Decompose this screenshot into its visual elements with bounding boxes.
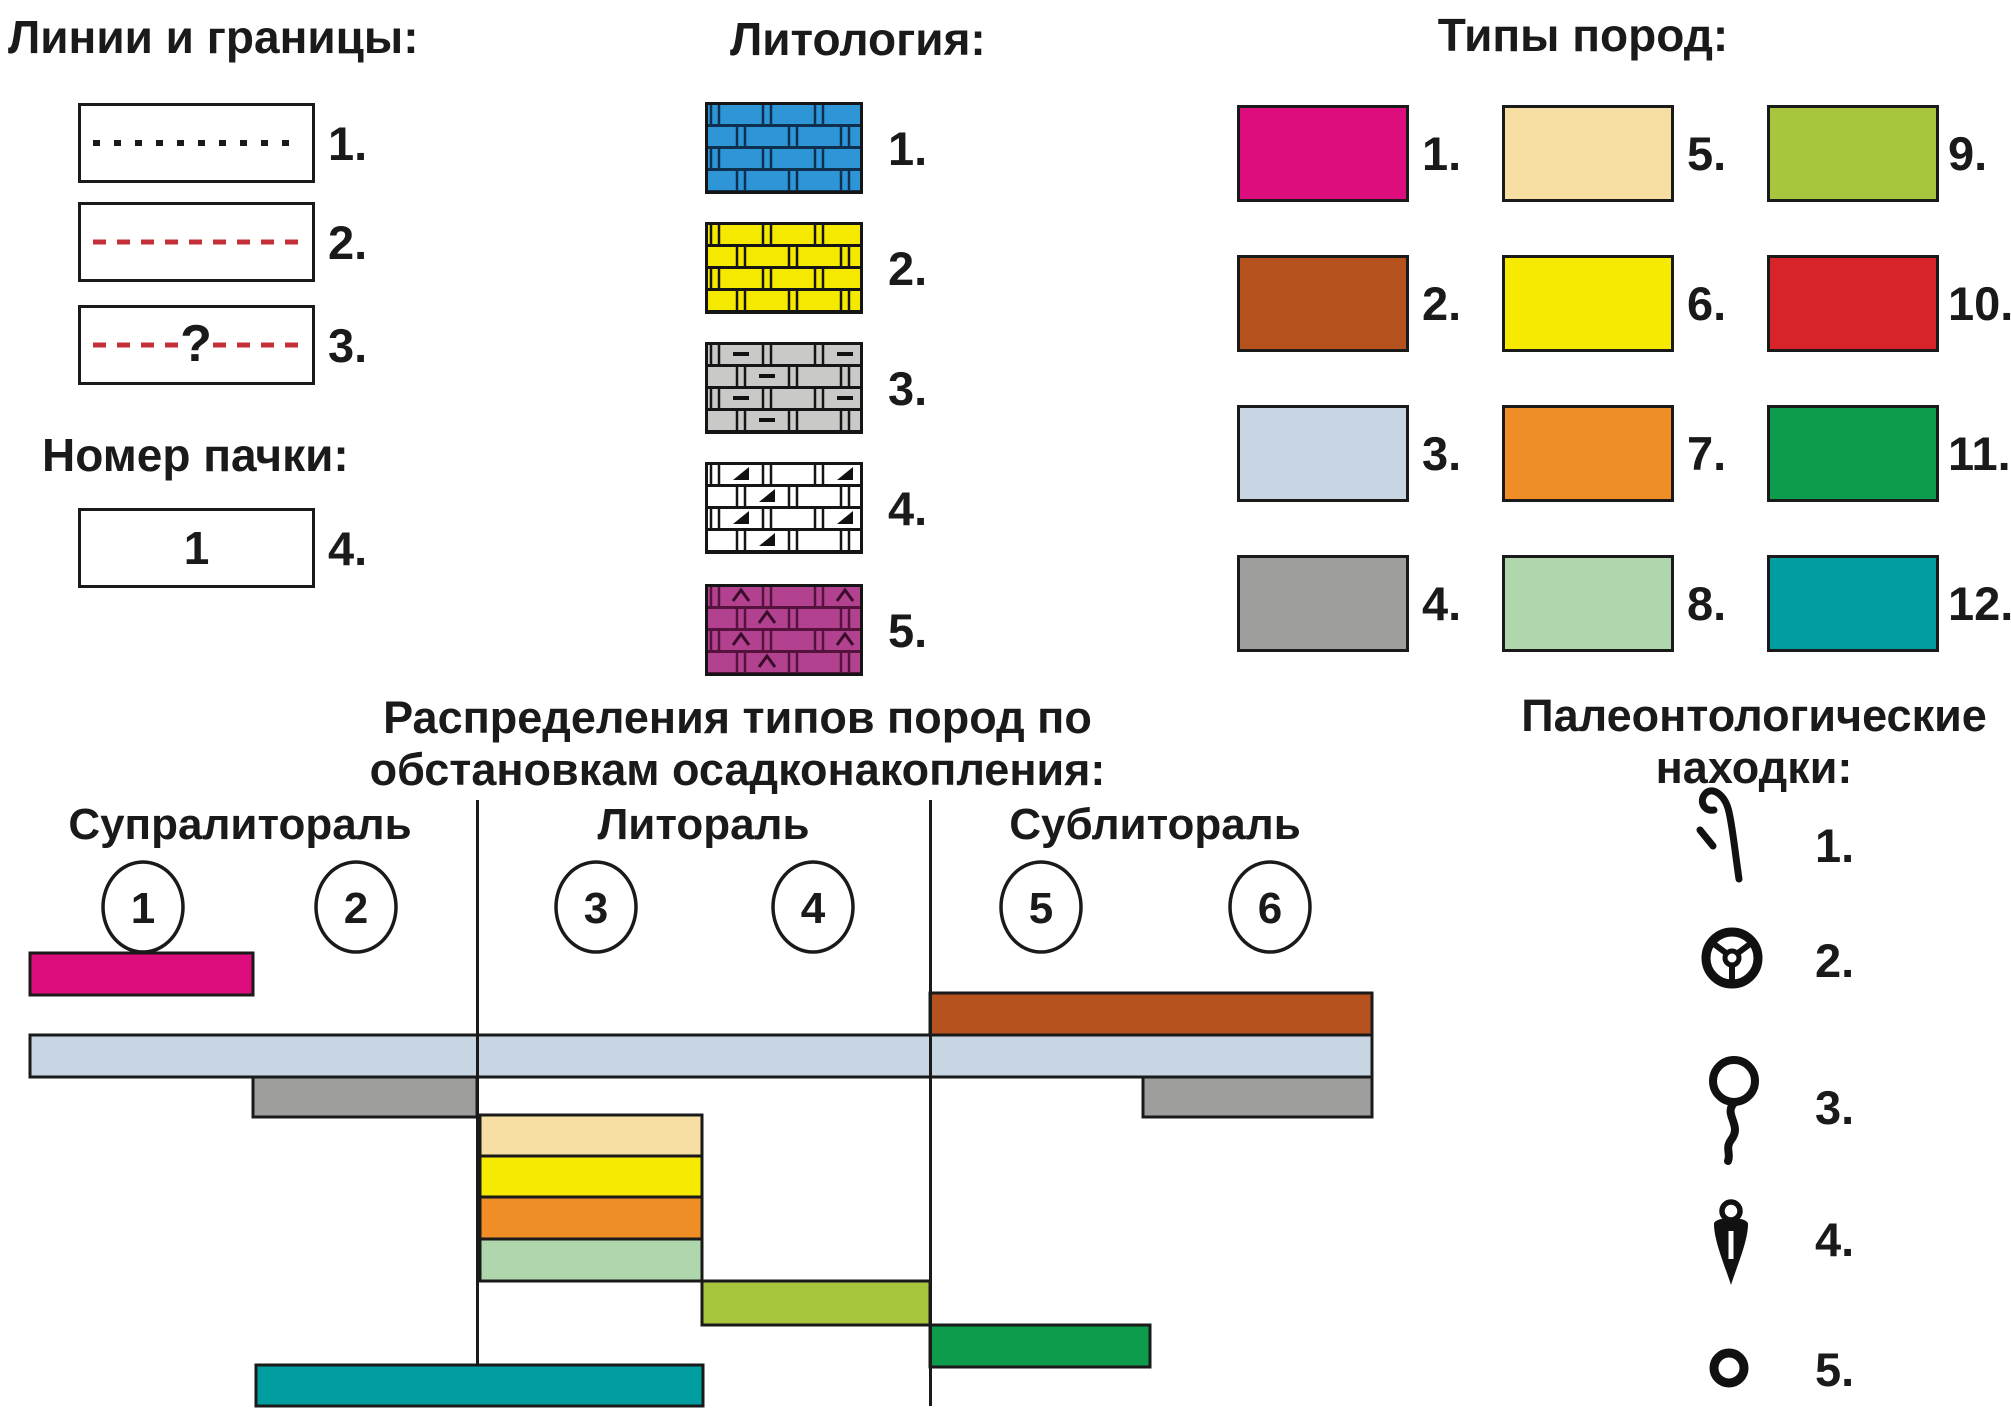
column-number-6: 6 (1258, 884, 1282, 933)
bar-rock-type-7 (478, 1195, 704, 1241)
rock-type-swatch-5 (1502, 105, 1674, 202)
black-dotted-line-icon (93, 140, 300, 146)
pack-number-label: 4. (328, 521, 368, 575)
boundary-label-2: 2. (328, 215, 368, 269)
paleo-label-1: 1. (1815, 818, 1855, 872)
lithology-swatch-4 (705, 462, 863, 554)
paleo-title-line2: находки: (1655, 742, 1853, 793)
column-circle-2 (314, 860, 398, 954)
rock-type-swatch-6 (1502, 255, 1674, 352)
rock-type-label-9: 9. (1948, 127, 1988, 180)
pack-number-box: 1 (78, 508, 315, 588)
boundary-sample-1 (78, 103, 315, 183)
column-number-1: 1 (131, 884, 155, 933)
lines-section-title: Линии и границы: (8, 11, 419, 63)
chart-title-line1: Распределения типов пород по (383, 692, 1092, 743)
rock-type-swatch-8 (1502, 555, 1674, 652)
bar-rock-type-6 (478, 1154, 704, 1199)
stalked-sphere-icon (1709, 1056, 1759, 1165)
bar-rock-type-12 (254, 1363, 705, 1408)
rock-type-label-2: 2. (1422, 277, 1462, 330)
bar-rock-type-4-right (1141, 1075, 1374, 1119)
chart-title-line2: обстановкам осадконакопления: (369, 744, 1106, 795)
crinoid-columnal-icon (1701, 927, 1763, 989)
rock-type-label-4: 4. (1422, 577, 1462, 630)
paleo-label-4: 4. (1815, 1212, 1855, 1266)
bar-rock-type-1 (28, 951, 255, 997)
question-mark: ? (180, 315, 212, 373)
rock-type-label-5: 5. (1687, 127, 1727, 180)
column-circle-4 (771, 860, 855, 954)
column-number-4: 4 (801, 884, 826, 933)
root-trace-icon (1696, 787, 1743, 883)
rock-type-label-12: 12. (1948, 577, 2011, 630)
pack-number-title: Номер пачки: (42, 429, 349, 481)
rock-type-swatch-7 (1502, 405, 1674, 502)
bar-rock-type-11 (928, 1323, 1152, 1369)
bar-rock-type-9 (700, 1279, 932, 1327)
boundary-sample-2 (78, 202, 315, 282)
bar-rock-type-8 (478, 1237, 704, 1283)
rock-type-label-3: 3. (1422, 427, 1462, 480)
column-circle-5 (999, 860, 1083, 954)
column-number-3: 3 (584, 884, 608, 933)
column-circle-6 (1228, 860, 1312, 954)
rock-type-label-10: 10. (1948, 277, 2011, 330)
zone-label-supralittoral: Супралитораль (68, 800, 412, 849)
bar-rock-type-5 (478, 1113, 704, 1158)
column-number-2: 2 (344, 884, 368, 933)
lithology-swatch-3 (705, 342, 863, 434)
zone-label-littoral: Литораль (597, 800, 810, 849)
small-ring-icon (1709, 1348, 1749, 1388)
pack-number-value: 1 (183, 522, 210, 574)
paleo-label-3: 3. (1815, 1080, 1855, 1134)
column-number-5: 5 (1029, 884, 1053, 933)
lithology-label-1: 1. (888, 121, 928, 175)
bar-rock-type-3 (28, 1033, 1374, 1079)
lithology-label-5: 5. (888, 603, 928, 657)
rock-type-label-7: 7. (1687, 427, 1727, 480)
lithology-label-3: 3. (888, 361, 928, 415)
column-circle-1 (101, 860, 185, 954)
rock-type-swatch-4 (1237, 555, 1409, 652)
boundary-label-1: 1. (328, 116, 368, 170)
rock-type-swatch-12 (1767, 555, 1939, 652)
rock-type-label-8: 8. (1687, 577, 1727, 630)
boundary-label-3: 3. (328, 318, 368, 372)
column-circle-3 (554, 860, 638, 954)
rock-type-swatch-9 (1767, 105, 1939, 202)
rock-type-swatch-2 (1237, 255, 1409, 352)
red-dashed-questioned-line-icon: ? (93, 310, 300, 378)
bar-rock-type-4-left (251, 1075, 479, 1119)
rock-type-swatch-3 (1237, 405, 1409, 502)
lithology-swatch-2 (705, 222, 863, 314)
zone-label-sublittoral: Сублитораль (1009, 800, 1301, 849)
rock-type-label-1: 1. (1422, 127, 1462, 180)
lithology-swatch-5 (705, 584, 863, 676)
lithology-title: Литология: (730, 13, 986, 65)
rock-type-label-6: 6. (1687, 277, 1727, 330)
boundary-sample-3: ? (78, 305, 315, 385)
paleo-label-5: 5. (1815, 1342, 1855, 1396)
lithology-label-4: 4. (888, 481, 928, 535)
rock-type-swatch-1 (1237, 105, 1409, 202)
conical-shell-icon (1714, 1199, 1748, 1285)
rock-type-swatch-10 (1767, 255, 1939, 352)
rock-type-swatch-11 (1767, 405, 1939, 502)
paleo-label-2: 2. (1815, 933, 1855, 987)
rock-types-title: Типы пород: (1437, 9, 1729, 61)
paleo-symbols (1696, 787, 1763, 1388)
bar-rock-type-2 (928, 991, 1374, 1037)
red-dashed-line-icon (93, 239, 300, 245)
paleo-title-line1: Палеонтологические (1521, 690, 1987, 741)
rock-type-label-11: 11. (1948, 427, 2011, 480)
lithology-label-2: 2. (888, 241, 928, 295)
distribution-chart: 1 2 3 4 5 6 (28, 800, 1374, 1408)
lithology-swatch-1 (705, 102, 863, 194)
